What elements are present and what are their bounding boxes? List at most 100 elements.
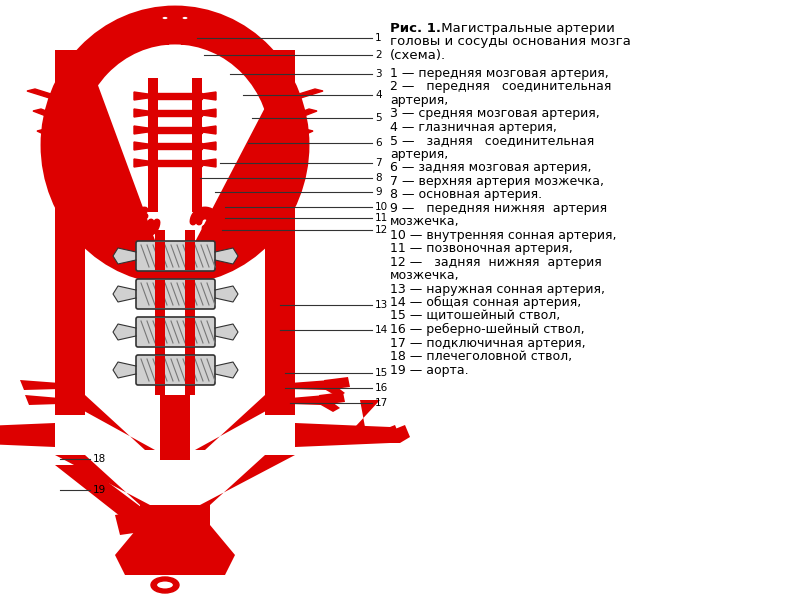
Polygon shape <box>215 362 238 378</box>
Polygon shape <box>134 109 148 117</box>
Text: 19 — аорта.: 19 — аорта. <box>390 364 469 377</box>
Text: 6: 6 <box>375 138 382 148</box>
Text: 5 —   задняя   соединительная: 5 — задняя соединительная <box>390 134 594 147</box>
Text: 1 — передняя мозговая артерия,: 1 — передняя мозговая артерия, <box>390 67 609 80</box>
Polygon shape <box>200 455 295 505</box>
Polygon shape <box>55 465 145 520</box>
Polygon shape <box>202 109 216 117</box>
Text: 7: 7 <box>375 158 382 168</box>
FancyBboxPatch shape <box>136 279 215 309</box>
Polygon shape <box>148 93 202 99</box>
FancyBboxPatch shape <box>136 355 215 385</box>
Polygon shape <box>134 142 148 150</box>
Ellipse shape <box>161 16 169 20</box>
Polygon shape <box>202 142 216 150</box>
Polygon shape <box>185 242 195 270</box>
Text: 9: 9 <box>375 187 382 197</box>
Text: 10: 10 <box>375 202 388 212</box>
Polygon shape <box>148 127 202 133</box>
Polygon shape <box>185 280 195 308</box>
Text: 17 — подключичная артерия,: 17 — подключичная артерия, <box>390 337 586 350</box>
Polygon shape <box>155 242 165 270</box>
Text: 19: 19 <box>93 485 106 495</box>
Polygon shape <box>161 30 169 45</box>
Text: 2 —   передняя   соединительная: 2 — передняя соединительная <box>390 80 611 93</box>
Polygon shape <box>295 423 390 447</box>
Text: 12: 12 <box>375 225 388 235</box>
FancyBboxPatch shape <box>136 241 215 271</box>
Polygon shape <box>55 455 150 505</box>
Text: 17: 17 <box>375 398 388 408</box>
Polygon shape <box>148 110 202 116</box>
Text: Магистральные артерии: Магистральные артерии <box>437 22 615 35</box>
Text: 4 — глазничная артерия,: 4 — глазничная артерия, <box>390 121 557 134</box>
Text: 5: 5 <box>375 113 382 123</box>
Polygon shape <box>181 18 189 45</box>
Text: (схема).: (схема). <box>390 49 446 62</box>
Polygon shape <box>148 143 202 149</box>
Polygon shape <box>33 109 67 121</box>
Polygon shape <box>265 50 295 415</box>
Polygon shape <box>113 324 136 340</box>
Polygon shape <box>283 129 313 141</box>
Polygon shape <box>155 356 165 384</box>
Polygon shape <box>134 159 148 167</box>
Ellipse shape <box>151 577 179 593</box>
Polygon shape <box>148 160 202 166</box>
Polygon shape <box>290 380 330 390</box>
Polygon shape <box>283 89 323 101</box>
Polygon shape <box>215 248 238 264</box>
Polygon shape <box>140 505 210 525</box>
Polygon shape <box>113 362 136 378</box>
Text: мозжечка,: мозжечка, <box>390 215 460 228</box>
Text: 16: 16 <box>375 383 388 393</box>
Polygon shape <box>55 395 155 450</box>
Text: 9 —   передняя нижняя  артерия: 9 — передняя нижняя артерия <box>390 202 607 215</box>
Polygon shape <box>27 89 67 101</box>
Polygon shape <box>181 30 189 45</box>
Text: Рис. 1.: Рис. 1. <box>390 22 441 35</box>
Polygon shape <box>134 126 148 134</box>
Polygon shape <box>155 280 165 308</box>
Text: 2: 2 <box>375 50 382 60</box>
Polygon shape <box>380 425 400 443</box>
Text: 1: 1 <box>375 33 382 43</box>
Polygon shape <box>202 126 216 134</box>
Polygon shape <box>290 395 325 405</box>
Polygon shape <box>319 392 345 405</box>
Ellipse shape <box>156 581 174 589</box>
Ellipse shape <box>181 16 189 20</box>
Text: 18: 18 <box>93 454 106 464</box>
Polygon shape <box>319 395 340 412</box>
Text: мозжечка,: мозжечка, <box>390 269 460 282</box>
Text: 6 — задняя мозговая артерия,: 6 — задняя мозговая артерия, <box>390 161 591 174</box>
Text: 8: 8 <box>375 173 382 183</box>
Text: 8 — основная артерия.: 8 — основная артерия. <box>390 188 542 201</box>
FancyBboxPatch shape <box>136 317 215 347</box>
Text: 15 — щитошейный ствол,: 15 — щитошейный ствол, <box>390 310 560 323</box>
Polygon shape <box>37 129 67 141</box>
Polygon shape <box>55 50 157 246</box>
Text: 13 — наружная сонная артерия,: 13 — наружная сонная артерия, <box>390 283 605 296</box>
Polygon shape <box>155 230 165 395</box>
Polygon shape <box>185 318 195 346</box>
Polygon shape <box>134 92 148 100</box>
Text: 3 — средняя мозговая артерия,: 3 — средняя мозговая артерия, <box>390 107 600 120</box>
Polygon shape <box>55 50 85 415</box>
Text: 11 — позвоночная артерия,: 11 — позвоночная артерия, <box>390 242 573 255</box>
Text: 11: 11 <box>375 213 388 223</box>
Polygon shape <box>202 159 216 167</box>
Polygon shape <box>390 425 410 443</box>
Text: 16 — реберно-шейный ствол,: 16 — реберно-шейный ствол, <box>390 323 585 336</box>
Polygon shape <box>195 395 295 450</box>
Polygon shape <box>324 380 345 397</box>
Text: головы и сосуды основания мозга: головы и сосуды основания мозга <box>390 35 631 49</box>
Polygon shape <box>160 395 190 460</box>
Ellipse shape <box>97 60 253 230</box>
Polygon shape <box>355 400 380 427</box>
Polygon shape <box>155 318 165 346</box>
Polygon shape <box>185 230 195 395</box>
Text: 10 — внутренняя сонная артерия,: 10 — внутренняя сонная артерия, <box>390 229 617 242</box>
Text: артерия,: артерия, <box>390 94 448 107</box>
Text: 14: 14 <box>375 325 388 335</box>
